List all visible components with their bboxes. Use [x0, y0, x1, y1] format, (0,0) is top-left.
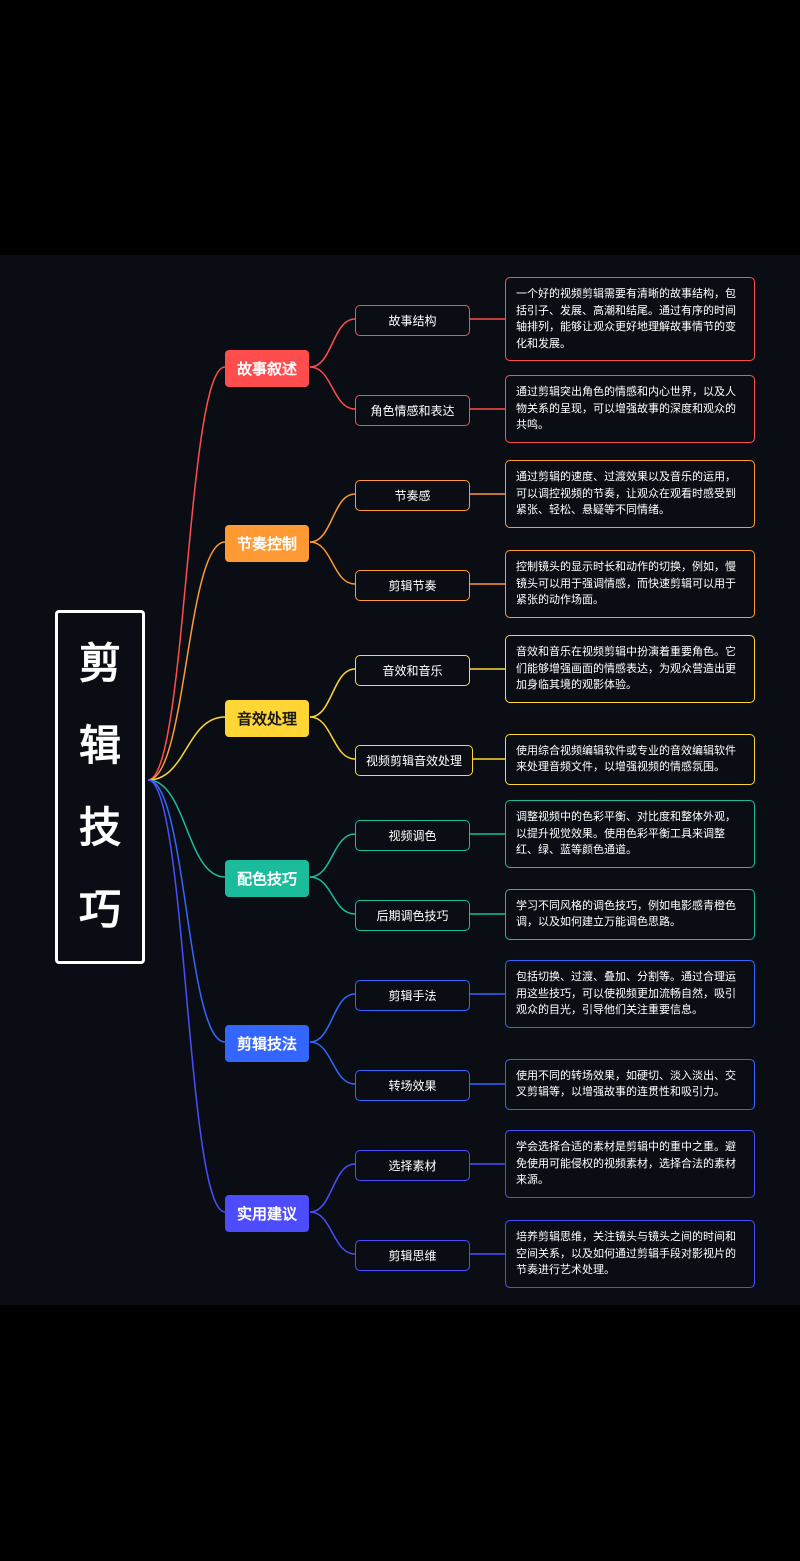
- category-node: 故事叙述: [225, 350, 309, 387]
- sub-node: 选择素材: [355, 1150, 470, 1181]
- category-node: 剪辑技法: [225, 1025, 309, 1062]
- sub-node: 角色情感和表达: [355, 395, 470, 426]
- detail-node: 使用综合视频编辑软件或专业的音效编辑软件来处理音频文件，以增强视频的情感氛围。: [505, 734, 755, 785]
- sub-node: 剪辑手法: [355, 980, 470, 1011]
- detail-node: 学习不同风格的调色技巧，例如电影感青橙色调，以及如何建立万能调色思路。: [505, 889, 755, 940]
- category-node: 节奏控制: [225, 525, 309, 562]
- detail-node: 学会选择合适的素材是剪辑中的重中之重。避免使用可能侵权的视频素材，选择合法的素材…: [505, 1130, 755, 1198]
- detail-node: 使用不同的转场效果，如硬切、淡入淡出、交叉剪辑等，以增强故事的连贯性和吸引力。: [505, 1059, 755, 1110]
- detail-node: 通过剪辑的速度、过渡效果以及音乐的运用，可以调控视频的节奏，让观众在观看时感受到…: [505, 460, 755, 528]
- root-char-0: 剪: [79, 643, 121, 685]
- category-node: 实用建议: [225, 1195, 309, 1232]
- sub-node: 后期调色技巧: [355, 900, 470, 931]
- sub-node: 节奏感: [355, 480, 470, 511]
- detail-node: 控制镜头的显示时长和动作的切换，例如，慢镜头可以用于强调情感，而快速剪辑可以用于…: [505, 550, 755, 618]
- sub-node: 视频剪辑音效处理: [355, 745, 473, 776]
- sub-node: 视频调色: [355, 820, 470, 851]
- sub-node: 剪辑思维: [355, 1240, 470, 1271]
- root-char-3: 巧: [79, 889, 121, 931]
- sub-node: 故事结构: [355, 305, 470, 336]
- detail-node: 一个好的视频剪辑需要有清晰的故事结构，包括引子、发展、高潮和结尾。通过有序的时间…: [505, 277, 755, 361]
- mindmap-canvas: 剪 辑 技 巧 故事叙述 故事结构 一个好的视频剪辑需要有清晰的故事结构，包括引子、…: [0, 255, 800, 1305]
- root-char-1: 辑: [79, 725, 121, 767]
- detail-node: 包括切换、过渡、叠加、分割等。通过合理运用这些技巧，可以使视频更加流畅自然，吸引…: [505, 960, 755, 1028]
- sub-node: 剪辑节奏: [355, 570, 470, 601]
- detail-node: 培养剪辑思维，关注镜头与镜头之间的时间和空间关系，以及如何通过剪辑手段对影视片的…: [505, 1220, 755, 1288]
- detail-node: 音效和音乐在视频剪辑中扮演着重要角色。它们能够增强画面的情感表达，为观众营造出更…: [505, 635, 755, 703]
- sub-node: 音效和音乐: [355, 655, 470, 686]
- root-char-2: 技: [79, 807, 121, 849]
- detail-node: 调整视频中的色彩平衡、对比度和整体外观，以提升视觉效果。使用色彩平衡工具来调整红…: [505, 800, 755, 868]
- category-node: 配色技巧: [225, 860, 309, 897]
- detail-node: 通过剪辑突出角色的情感和内心世界，以及人物关系的呈现，可以增强故事的深度和观众的…: [505, 375, 755, 443]
- sub-node: 转场效果: [355, 1070, 470, 1101]
- category-node: 音效处理: [225, 700, 309, 737]
- root-node: 剪 辑 技 巧: [55, 610, 145, 964]
